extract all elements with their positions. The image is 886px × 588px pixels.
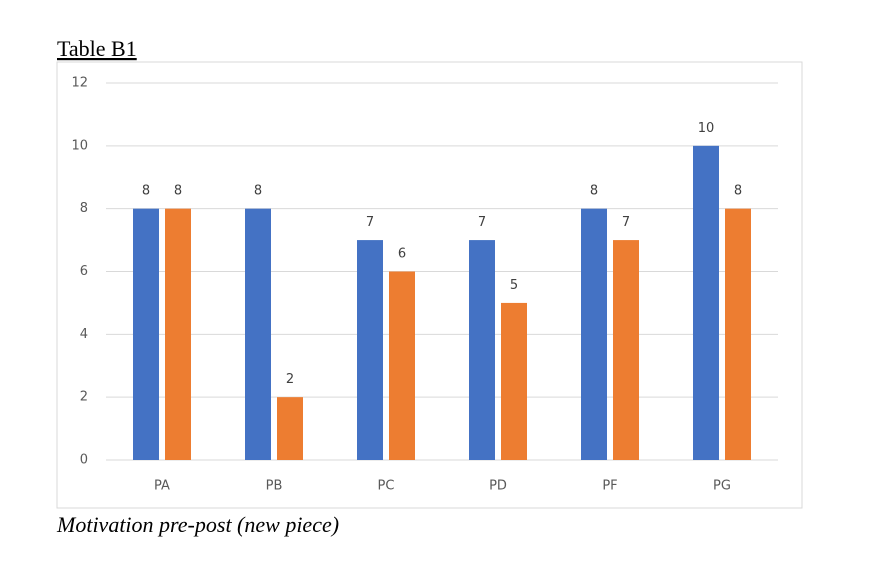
- value-label: 7: [366, 215, 374, 230]
- value-label: 8: [142, 184, 150, 199]
- bar: [469, 240, 495, 460]
- chart-title: Table B1: [57, 36, 137, 61]
- x-tick-label: PG: [713, 479, 731, 494]
- value-label: 8: [590, 184, 598, 199]
- bar: [165, 208, 191, 460]
- y-tick-label: 4: [80, 327, 88, 342]
- x-tick-label: PB: [266, 479, 283, 494]
- x-tick-label: PC: [378, 479, 395, 494]
- value-label: 7: [478, 215, 486, 230]
- y-tick-label: 0: [80, 453, 88, 468]
- x-tick-label: PA: [154, 479, 170, 494]
- bar: [725, 208, 751, 460]
- bar: [389, 271, 415, 460]
- x-tick-label: PD: [489, 479, 507, 494]
- value-label: 7: [622, 215, 630, 230]
- value-label: 10: [698, 121, 715, 136]
- value-label: 6: [398, 247, 406, 262]
- y-tick-label: 12: [71, 76, 88, 91]
- chart-caption: Motivation pre-post (new piece): [56, 512, 339, 537]
- bar: [245, 208, 271, 460]
- y-tick-label: 2: [80, 390, 88, 405]
- bar: [693, 145, 719, 461]
- bar: [501, 302, 527, 460]
- value-label: 2: [286, 372, 294, 387]
- value-label: 8: [734, 184, 742, 199]
- bar: [277, 397, 303, 460]
- value-label: 8: [174, 184, 182, 199]
- y-tick-label: 6: [80, 264, 88, 279]
- y-tick-label: 8: [80, 201, 88, 216]
- value-label: 5: [510, 278, 518, 293]
- bar: [133, 208, 159, 460]
- bar: [357, 240, 383, 460]
- y-tick-label: 10: [71, 138, 88, 153]
- bar: [581, 208, 607, 460]
- bar: [613, 240, 639, 460]
- x-tick-label: PF: [602, 479, 617, 494]
- value-label: 8: [254, 184, 262, 199]
